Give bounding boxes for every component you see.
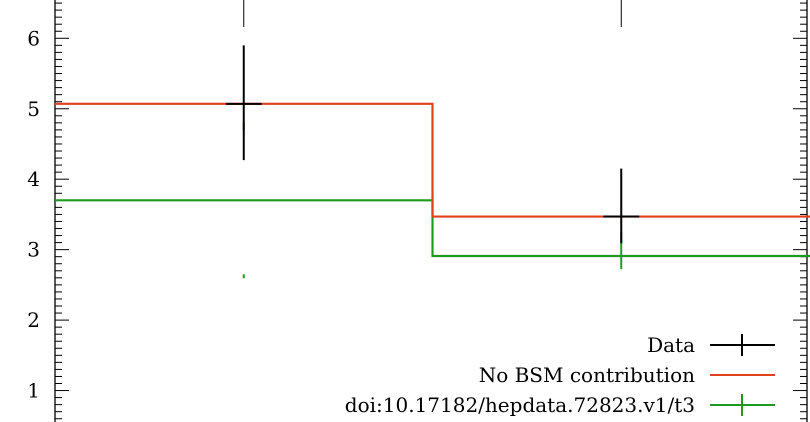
legend-label: No BSM contribution bbox=[479, 363, 695, 387]
y-tick-label: 4 bbox=[27, 167, 40, 191]
chart-marks bbox=[55, 45, 810, 279]
legend-label: doi:10.17182/hepdata.72823.v1/t3 bbox=[345, 393, 695, 417]
y-tick-label: 5 bbox=[27, 97, 40, 121]
axis-ticks bbox=[55, 0, 807, 420]
y-tick-labels: 1 2 3 4 5 6 bbox=[27, 26, 40, 402]
y-tick-label: 2 bbox=[27, 308, 40, 332]
y-tick-label: 1 bbox=[27, 379, 40, 403]
y-tick-label: 6 bbox=[27, 26, 40, 50]
y-tick-label: 3 bbox=[27, 238, 40, 262]
plot-frame bbox=[54, 0, 808, 422]
legend-label: Data bbox=[647, 333, 695, 357]
legend: Data No BSM contribution doi:10.17182/hepd… bbox=[345, 333, 775, 417]
